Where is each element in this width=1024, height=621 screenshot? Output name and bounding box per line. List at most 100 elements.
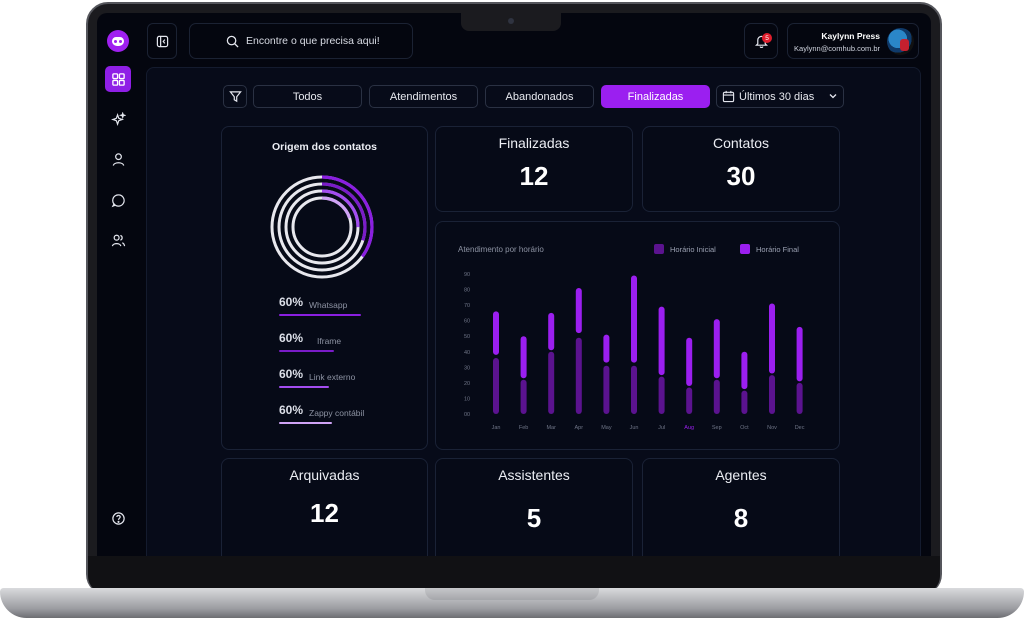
bar-horario-inicial — [769, 375, 775, 414]
user-email: Kaylynn@comhub.com.br — [794, 44, 880, 53]
date-range-value: Últimos 30 dias — [739, 90, 815, 103]
search-input[interactable]: Encontre o que precisa aqui! — [246, 35, 380, 47]
sidebar-item-dashboard[interactable] — [105, 66, 131, 92]
chevron-down-icon — [829, 94, 837, 99]
tab-atendimentos[interactable]: Atendimentos — [369, 85, 478, 108]
dashboard-icon — [111, 72, 125, 86]
y-tick-label: 60 — [464, 319, 470, 325]
laptop-chin — [88, 556, 940, 594]
camera-icon — [508, 18, 514, 24]
bar-horario-final — [796, 326, 803, 382]
y-tick-label: 80 — [464, 288, 470, 294]
origin-item-link-externo: 60% Link externo — [279, 365, 389, 388]
origin-item-zappy: 60% Zappy contábil — [279, 401, 389, 424]
search-bar[interactable]: Encontre o que precisa aqui! — [189, 23, 413, 59]
sidebar-item-ai[interactable] — [105, 106, 131, 132]
arquivadas-value: 12 — [310, 498, 339, 528]
sidebar-item-team[interactable] — [105, 227, 131, 253]
tab-finalizadas[interactable]: Finalizadas — [601, 85, 710, 108]
legend-item-inicial: Horário Inicial — [654, 244, 716, 254]
y-tick-label: 20 — [464, 381, 470, 387]
bar-horario-inicial — [603, 365, 610, 414]
legend-swatch — [654, 244, 664, 254]
brand-logo[interactable] — [107, 30, 129, 52]
y-tick-label: 10 — [464, 396, 470, 402]
filter-icon — [228, 91, 242, 103]
bar-horario-inicial — [575, 337, 582, 414]
origin-bar — [279, 422, 332, 424]
bar-horario-inicial — [548, 351, 555, 414]
x-tick-label: Apr — [575, 425, 584, 431]
x-tick-label: Jul — [658, 425, 665, 431]
x-tick-label: Oct — [740, 425, 749, 431]
date-range-select[interactable]: Últimos 30 dias — [716, 85, 844, 108]
sidebar-item-help[interactable] — [105, 505, 131, 531]
assistentes-title: Assistentes — [498, 467, 570, 483]
y-tick-label: 00 — [464, 412, 470, 418]
user-icon — [112, 152, 124, 166]
origin-item-iframe: 60% Iframe — [279, 329, 389, 352]
origin-label: Whatsapp — [309, 300, 348, 310]
laptop-base-notch — [425, 588, 599, 600]
origin-label: Link externo — [309, 372, 356, 382]
app-screen: Encontre o que precisa aqui! 5 Kaylynn P… — [97, 13, 931, 556]
camera-notch — [461, 13, 561, 31]
notification-count-badge: 5 — [762, 33, 772, 43]
origin-label: Iframe — [317, 336, 342, 346]
bar-horario-final — [603, 334, 610, 363]
legend-label: Horário Inicial — [670, 244, 716, 254]
tab-abandonados[interactable]: Abandonados — [485, 85, 594, 108]
x-tick-label: Sep — [712, 425, 722, 431]
bar-chart: 90 80 70 60 50 40 30 20 10 00 Jan Feb Mar Apr May Jun Ju… — [464, 272, 805, 431]
filter-button[interactable] — [223, 85, 247, 108]
y-tick-label: 90 — [464, 272, 470, 278]
x-tick-label: Jan — [492, 425, 501, 431]
calendar-icon — [722, 90, 735, 103]
origin-pct: 60% — [279, 367, 304, 381]
avatar[interactable] — [887, 28, 914, 55]
bar-horario-inicial — [741, 390, 748, 414]
contatos-card: Contatos 30 — [642, 126, 840, 212]
bar-horario-final — [548, 312, 555, 351]
origin-bar — [279, 386, 329, 388]
y-tick-label: 70 — [464, 303, 470, 309]
x-tick-label: Feb — [519, 425, 528, 431]
sidebar — [97, 13, 142, 556]
bar-horario-final — [575, 288, 582, 334]
bar-horario-final — [713, 319, 720, 379]
bar-horario-final — [686, 337, 693, 386]
ring-arc — [284, 189, 360, 265]
arquivadas-title: Arquivadas — [289, 467, 360, 483]
bar-horario-inicial — [713, 379, 720, 414]
sidebar-collapse-icon — [156, 35, 168, 47]
chart-card: Atendimento por horário Horário Inicial … — [435, 221, 840, 450]
agentes-title: Agentes — [715, 467, 767, 483]
legend-swatch — [740, 244, 750, 254]
finalizadas-value: 12 — [519, 161, 549, 191]
sidebar-item-profile[interactable] — [105, 146, 131, 172]
y-tick-label: 40 — [464, 350, 470, 356]
arquivadas-card: Arquivadas 12 — [221, 458, 428, 556]
legend-label: Horário Final — [756, 244, 799, 254]
sparkles-icon — [110, 111, 126, 126]
ring-arc — [270, 175, 374, 279]
x-tick-label: May — [601, 425, 612, 431]
bar-horario-inicial — [686, 387, 693, 414]
robot-face-icon — [112, 36, 124, 46]
users-icon — [111, 234, 125, 246]
finalizadas-title: Finalizadas — [498, 135, 570, 151]
search-icon — [226, 35, 239, 48]
user-menu[interactable]: Kaylynn Press Kaylynn@comhub.com.br — [787, 23, 919, 59]
agentes-card: Agentes 8 — [642, 458, 840, 556]
collapse-sidebar-button[interactable] — [147, 23, 177, 59]
contatos-title: Contatos — [712, 135, 770, 151]
tab-todos[interactable]: Todos — [253, 85, 362, 108]
help-icon — [111, 511, 125, 525]
bar-horario-final — [769, 303, 775, 374]
notifications-button[interactable]: 5 — [744, 23, 778, 59]
ring-arc — [277, 182, 367, 272]
bar-horario-inicial — [493, 358, 499, 414]
x-tick-label: Mar — [546, 425, 556, 431]
sidebar-item-chat[interactable] — [105, 187, 131, 213]
